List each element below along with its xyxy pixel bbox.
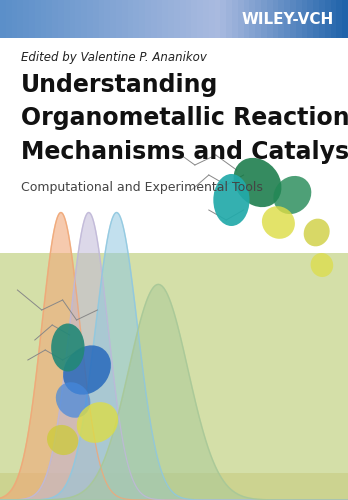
Ellipse shape [262,206,295,239]
Bar [122,0,128,38]
Bar [197,0,203,38]
Bar [0,472,348,500]
Bar [163,0,168,38]
Bar [17,0,24,38]
Bar [250,0,255,38]
Bar [35,0,41,38]
Ellipse shape [273,176,311,214]
Bar [325,0,331,38]
Circle shape [213,174,250,226]
Ellipse shape [311,253,333,277]
Bar [284,0,290,38]
Bar [93,0,99,38]
Bar [76,0,81,38]
Bar [255,0,261,38]
Bar [319,0,325,38]
Ellipse shape [47,425,78,455]
Bar [296,0,302,38]
Bar [46,0,53,38]
Bar [307,0,314,38]
Bar [151,0,157,38]
Bar [104,0,111,38]
Bar [81,0,87,38]
Bar [98,0,105,38]
Bar [29,0,35,38]
Bar [174,0,180,38]
Bar [11,0,18,38]
Bar [52,0,58,38]
Bar [331,0,337,38]
Text: Computational and Experimental Tools: Computational and Experimental Tools [21,181,263,194]
Bar [209,0,215,38]
Text: Mechanisms and Catalysis: Mechanisms and Catalysis [21,140,348,164]
Bar [23,0,29,38]
Ellipse shape [77,402,118,443]
Bar [70,0,76,38]
Bar [133,0,140,38]
Ellipse shape [63,346,111,395]
Bar [232,0,238,38]
Bar [139,0,145,38]
Bar [272,0,279,38]
Text: WILEY-VCH: WILEY-VCH [242,12,334,26]
Bar [261,0,267,38]
Bar [41,0,47,38]
Ellipse shape [304,218,330,246]
Bar [128,0,134,38]
Bar [220,0,227,38]
Bar [6,0,12,38]
Bar [58,0,64,38]
Bar [342,0,348,38]
Bar [0,232,348,500]
Ellipse shape [56,382,90,418]
Bar [313,0,319,38]
Bar [226,0,232,38]
Ellipse shape [234,158,282,207]
Bar [267,0,273,38]
Bar [110,0,116,38]
Bar [278,0,285,38]
Bar [116,0,122,38]
Bar [191,0,198,38]
Bar [203,0,209,38]
Bar [244,0,250,38]
Bar [290,0,296,38]
Text: Understanding: Understanding [21,73,218,97]
Bar [180,0,186,38]
Bar [0,0,6,38]
Circle shape [51,324,85,372]
Bar [87,0,93,38]
Bar [157,0,163,38]
Text: Edited by Valentine P. Ananikov: Edited by Valentine P. Ananikov [21,51,207,64]
Text: Organometallic Reaction: Organometallic Reaction [21,106,348,130]
Bar [302,0,308,38]
Bar [145,0,151,38]
Bar [0,0,348,252]
Bar [337,0,342,38]
Bar [64,0,70,38]
Bar [185,0,192,38]
Bar [215,0,221,38]
Bar [238,0,244,38]
Bar [168,0,174,38]
